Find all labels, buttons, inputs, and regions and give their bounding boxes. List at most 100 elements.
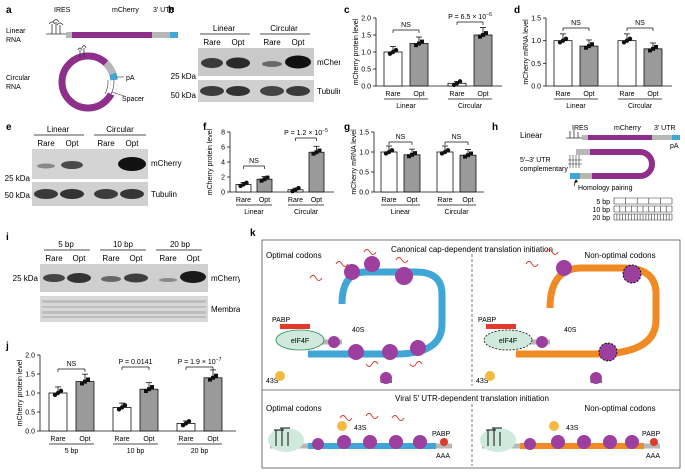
h-hairpin-structure xyxy=(568,149,655,179)
panel-h: h IRES mCherry 3′ UTR Linear pA 5′–3′ UT… xyxy=(490,118,685,223)
panel-f-label: f xyxy=(203,122,207,133)
panel-i-label: i xyxy=(6,232,9,243)
blot-e-band xyxy=(120,189,144,199)
y-tick-label: 0.0 xyxy=(359,190,369,197)
bar xyxy=(380,151,398,193)
significance-label: NS xyxy=(249,158,259,165)
panel-d: d 0.0 0.5 1.0 1.5 mCherry mRNA level Rare Opt R… xyxy=(510,0,685,118)
y-tick-label: 1.0 xyxy=(359,150,369,157)
blot-e-lane-1: Rare xyxy=(37,139,55,148)
data-point xyxy=(214,373,218,378)
h-comp-label1: 5′–3′ UTR xyxy=(520,157,551,164)
y-tick-label: 1.5 xyxy=(359,130,369,137)
k-eif4f-label-2: eIF4F xyxy=(499,338,517,345)
h-pairing-label: Homology pairing xyxy=(578,185,633,192)
blot-b-band xyxy=(286,86,310,96)
data-point xyxy=(389,148,395,153)
bar xyxy=(383,51,403,87)
utr-label: 3′ UTR xyxy=(153,7,175,14)
x-tick-label: Rare xyxy=(114,436,129,443)
circular-rna-title: Circular xyxy=(6,75,31,82)
group-label: Linear xyxy=(396,103,416,110)
blot-b-band xyxy=(201,58,223,68)
x-tick-label: Rare xyxy=(236,197,251,204)
blot-b-band xyxy=(226,57,250,69)
k-aaa-label-1: AAA xyxy=(436,453,450,460)
x-tick-label: Opt xyxy=(207,436,218,443)
blot-i-lane-3: Rare xyxy=(102,254,120,263)
blot-i-group-5bp: 5 bp xyxy=(58,240,74,249)
blot-i-membrane-bands xyxy=(42,300,206,318)
data-point xyxy=(296,185,301,191)
y-tick-label: 1.0 xyxy=(361,50,371,57)
bar xyxy=(203,377,223,432)
blot-e-mcherry-label: mCherry xyxy=(151,159,182,168)
blot-e-lane-3: Rare xyxy=(97,139,115,148)
blot-i-group-20bp: 20 bp xyxy=(170,240,191,249)
blot-b-lane-3: Rare xyxy=(263,38,281,47)
data-point xyxy=(122,403,128,408)
bar xyxy=(48,392,68,432)
blot-i-lane-6: Opt xyxy=(187,254,201,263)
group-label: 20 bp xyxy=(191,448,209,455)
blot-b-lane-2: Opt xyxy=(232,38,246,47)
group-label: 10 bp xyxy=(127,448,145,455)
data-point xyxy=(627,36,633,41)
data-point xyxy=(651,46,655,51)
h-mcherry-label: mCherry xyxy=(614,125,641,132)
data-point xyxy=(393,47,399,53)
significance-label: P = 0.0141 xyxy=(119,359,153,366)
blot-i-band xyxy=(43,274,65,282)
panel-b-blot: b Linear Circular Rare Opt Rare Opt 25 k… xyxy=(168,5,348,102)
k-opt-label-top: Optimal codons xyxy=(266,251,322,260)
k-aaa-label-2: AAA xyxy=(646,453,660,460)
blot-b-group-linear: Linear xyxy=(213,24,236,33)
data-point xyxy=(484,31,488,36)
data-point xyxy=(83,379,87,384)
k-40s-label-2: 40S xyxy=(564,327,577,334)
panel-k-label: k xyxy=(250,228,256,239)
data-point xyxy=(150,385,154,390)
x-tick-label: Rare xyxy=(288,197,303,204)
y-tick-label: 2.0 xyxy=(25,353,35,360)
y-tick-label: 2.0 xyxy=(361,16,371,23)
x-tick-label: Opt xyxy=(413,91,424,98)
blot-i-band xyxy=(159,278,177,282)
significance-label: NS xyxy=(67,361,77,368)
y-axis-label: mCherry protein level xyxy=(207,128,214,195)
pa-segment xyxy=(170,32,178,38)
bar xyxy=(403,154,421,193)
h-pa-segment xyxy=(672,135,680,140)
data-point xyxy=(265,175,270,180)
panel-c: c 0.0 0.5 1.0 1.5 2.0 mCherry protein level Ra… xyxy=(340,0,510,118)
blot-b-lane-4: Opt xyxy=(292,38,306,47)
x-tick-label: Rare xyxy=(437,197,452,204)
bar xyxy=(139,388,159,432)
h-bp-5: 5 bp xyxy=(596,199,610,206)
blot-b-tubulin-membrane xyxy=(198,80,314,102)
panel-i: i 5 bp 10 bp 20 bp Rare Opt Rare Opt Rar… xyxy=(0,226,250,336)
panel-b-label: b xyxy=(168,5,174,16)
panel-k: k Canonical cap-dependent translation in… xyxy=(246,224,685,473)
bar xyxy=(459,154,477,193)
y-tick-label: 1.0 xyxy=(531,38,541,45)
ires-segment xyxy=(66,32,72,38)
x-tick-label: Opt xyxy=(259,197,270,204)
k-ribosomes-bottom-right xyxy=(524,421,658,450)
significance-label: P = 1.9 × 10−7 xyxy=(178,357,222,366)
blot-i-membrane-label: Membrane xyxy=(211,305,240,314)
data-point xyxy=(587,44,591,49)
blot-i-lane-4: Opt xyxy=(130,254,144,263)
group-label: Linear xyxy=(391,209,411,216)
group-label: Circular xyxy=(458,103,483,110)
y-tick-label: 1.0 xyxy=(25,391,35,398)
blot-i-band xyxy=(101,276,121,282)
y-tick-label: 1.5 xyxy=(531,16,541,23)
blot-b-band xyxy=(226,86,250,96)
data-point xyxy=(144,389,148,394)
data-point xyxy=(86,377,90,382)
data-point xyxy=(420,39,424,44)
